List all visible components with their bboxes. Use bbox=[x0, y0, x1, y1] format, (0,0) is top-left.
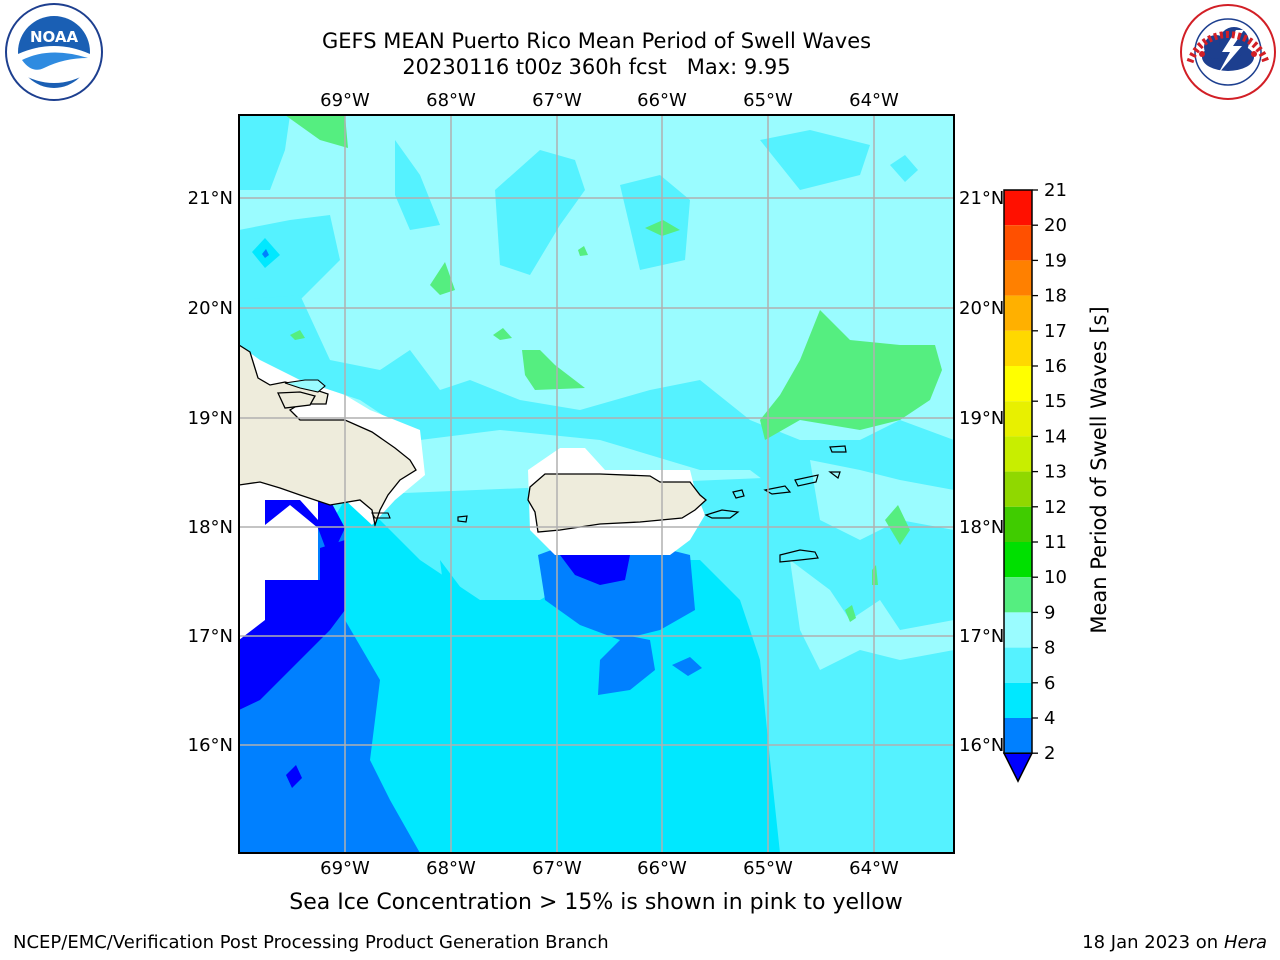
lat-label-left: 17°N bbox=[188, 626, 233, 647]
lat-label-right: 19°N bbox=[959, 408, 1004, 429]
footer-host: Hera bbox=[1223, 932, 1267, 953]
lon-label-top: 66°W bbox=[637, 90, 687, 111]
sea-ice-caption: Sea Ice Concentration > 15% is shown in … bbox=[289, 890, 903, 915]
lat-label-right: 16°N bbox=[959, 735, 1004, 756]
colorbar-band bbox=[1004, 190, 1032, 226]
colorbar-band bbox=[1004, 225, 1032, 261]
lat-label-left: 21°N bbox=[188, 188, 233, 209]
lon-label-bottom: 67°W bbox=[532, 858, 582, 879]
colorbar: 21 20 19 18 17 16 15 14 13 12 11 10 9 8 6 4 2 bbox=[1002, 180, 1067, 783]
colorbar-tick-label: 19 bbox=[1044, 250, 1067, 271]
colorbar-band bbox=[1004, 612, 1032, 648]
colorbar-tick-label: 17 bbox=[1044, 321, 1067, 342]
colorbar-tick-label: 16 bbox=[1044, 356, 1067, 377]
map-frame bbox=[238, 114, 955, 854]
graticule bbox=[239, 115, 954, 853]
colorbar-band bbox=[1004, 718, 1032, 754]
colorbar-tick-label: 9 bbox=[1044, 602, 1055, 623]
colorbar-tick-label: 12 bbox=[1044, 497, 1067, 518]
lat-label-left: 16°N bbox=[188, 735, 233, 756]
colorbar-band bbox=[1004, 577, 1032, 613]
lon-label-bottom: 68°W bbox=[426, 858, 476, 879]
lon-label-bottom: 69°W bbox=[320, 858, 370, 879]
chart-subtitle: 20230116 t00z 360h fcst Max: 9.95 bbox=[402, 55, 791, 79]
lon-label-top: 64°W bbox=[849, 90, 899, 111]
colorbar-tick-label: 8 bbox=[1044, 638, 1055, 659]
colorbar-band bbox=[1004, 260, 1032, 296]
colorbar-band bbox=[1004, 295, 1032, 331]
colorbar-tick-label: 14 bbox=[1044, 426, 1067, 447]
nws-logo bbox=[1180, 4, 1276, 100]
colorbar-band bbox=[1004, 436, 1032, 472]
lon-label-top: 65°W bbox=[743, 90, 793, 111]
lat-label-right: 21°N bbox=[959, 188, 1004, 209]
colorbar-band bbox=[1004, 330, 1032, 366]
footer-date: 18 Jan 2023 on Hera bbox=[1082, 932, 1267, 953]
colorbar-band bbox=[1004, 647, 1032, 683]
lat-label-right: 17°N bbox=[959, 626, 1004, 647]
lon-label-bottom: 64°W bbox=[849, 858, 899, 879]
colorbar-band bbox=[1004, 401, 1032, 437]
colorbar-tick-label: 18 bbox=[1044, 286, 1067, 307]
colorbar-band bbox=[1004, 366, 1032, 402]
svg-text:NOAA: NOAA bbox=[30, 28, 79, 46]
lat-label-right: 18°N bbox=[959, 517, 1004, 538]
lat-label-left: 20°N bbox=[188, 298, 233, 319]
colorbar-band bbox=[1004, 682, 1032, 718]
colorbar-band bbox=[1004, 471, 1032, 507]
lon-label-top: 67°W bbox=[532, 90, 582, 111]
lon-label-bottom: 65°W bbox=[743, 858, 793, 879]
lat-label-left: 18°N bbox=[188, 517, 233, 538]
colorbar-extension bbox=[1002, 752, 1034, 783]
lon-label-top: 69°W bbox=[320, 90, 370, 111]
colorbar-tick-label: 11 bbox=[1044, 532, 1067, 553]
footer-credit: NCEP/EMC/Verification Post Processing Pr… bbox=[13, 932, 609, 953]
colorbar-tick-label: 6 bbox=[1044, 673, 1055, 694]
lat-label-left: 19°N bbox=[188, 408, 233, 429]
lon-label-bottom: 66°W bbox=[637, 858, 687, 879]
colorbar-tick-label: 2 bbox=[1044, 743, 1055, 764]
colorbar-tick-label: 4 bbox=[1044, 708, 1055, 729]
chart-title: GEFS MEAN Puerto Rico Mean Period of Swe… bbox=[321, 29, 872, 53]
lat-label-right: 20°N bbox=[959, 298, 1004, 319]
colorbar-band bbox=[1004, 542, 1032, 578]
colorbar-label: Mean Period of Swell Waves [s] bbox=[1087, 306, 1111, 633]
colorbar-band bbox=[1004, 506, 1032, 542]
noaa-logo: NOAA bbox=[5, 3, 103, 101]
lon-label-top: 68°W bbox=[426, 90, 476, 111]
colorbar-tick-label: 20 bbox=[1044, 215, 1067, 236]
colorbar-tick-label: 13 bbox=[1044, 462, 1067, 483]
footer-date-text: 18 Jan 2023 on bbox=[1082, 932, 1224, 953]
colorbar-tick-label: 15 bbox=[1044, 391, 1067, 412]
colorbar-tick-label: 21 bbox=[1044, 180, 1067, 201]
colorbar-tick-label: 10 bbox=[1044, 567, 1067, 588]
